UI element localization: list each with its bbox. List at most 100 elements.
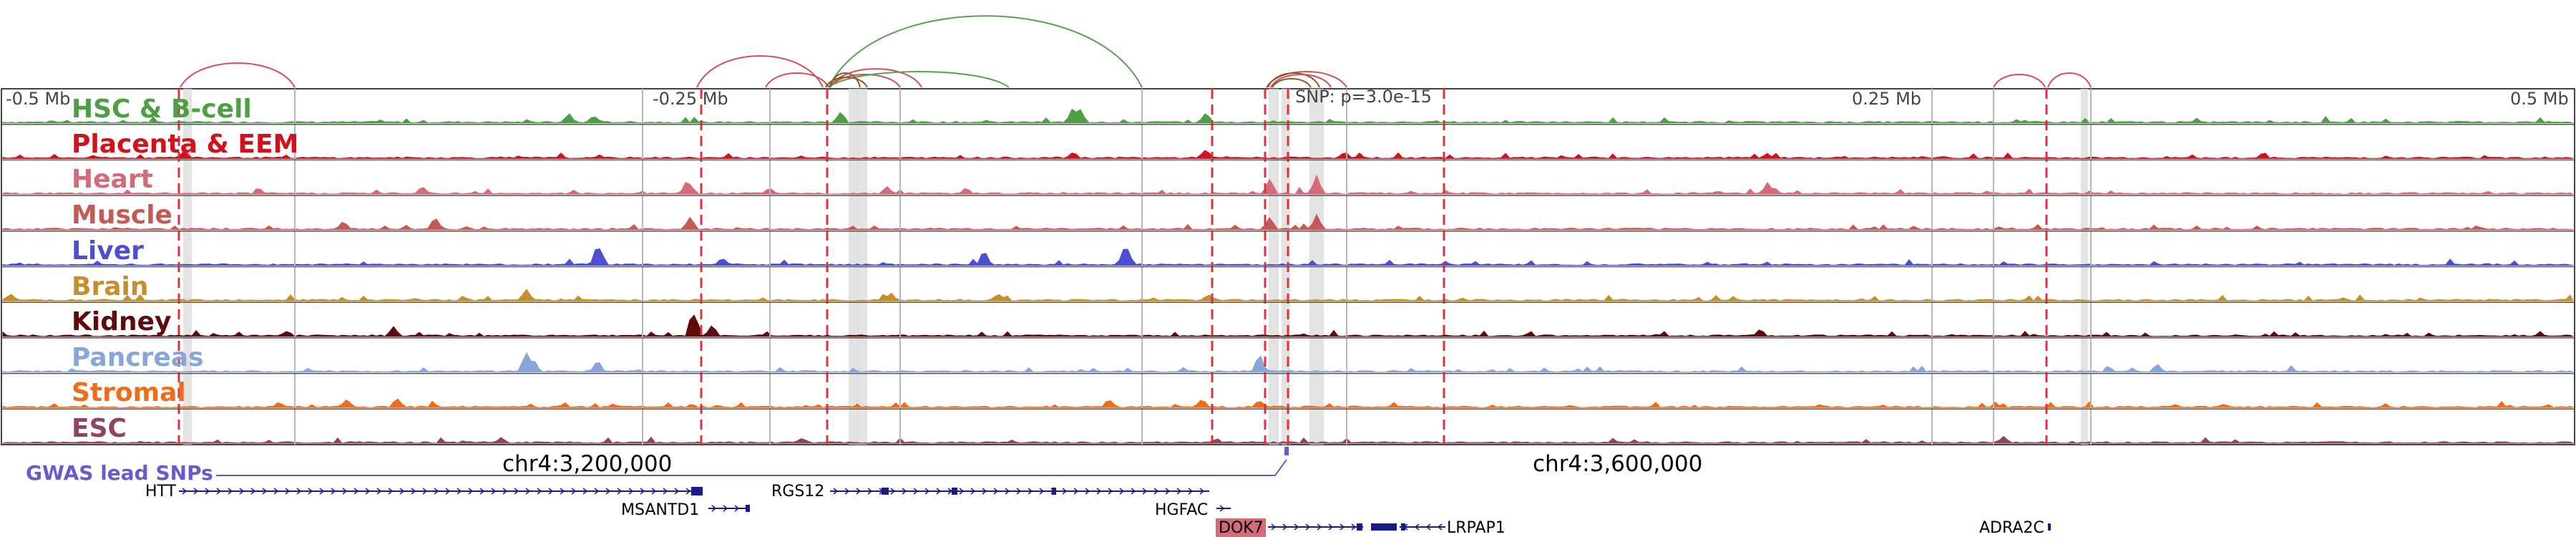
strand-arrow [936,488,942,495]
strand-arrow [571,488,577,495]
gwas-track: GWAS lead SNPs [26,447,1289,485]
strand-arrow [582,488,588,495]
track-labels: HSC & B-cell Placenta & EEM Heart Muscle… [72,95,298,443]
gwas-lead-snps-label: GWAS lead SNPs [26,461,213,485]
strand-arrow [1340,523,1345,531]
strand-arrow [537,488,542,495]
strand-arrow [617,488,623,495]
strand-arrow [1108,488,1113,495]
strand-arrow [913,488,919,495]
strand-arrow [205,488,210,495]
strand-arrow [548,488,554,495]
interaction-arc [825,77,868,88]
strand-arrow [594,488,600,495]
track-panel [1,88,2575,445]
strand-arrow [422,488,428,495]
gene-exon [746,505,750,512]
gene-label-adra2c: ADRA2C [1979,519,2044,537]
gene-label-hgfac: HGFAC [1155,501,1208,519]
strand-arrow [833,488,839,495]
track-label-esc: ESC [72,414,127,443]
strand-arrow [924,488,930,495]
strand-arrow [844,488,850,495]
strand-arrow [388,488,394,495]
strand-arrow [1005,488,1010,495]
strand-arrow [1165,488,1171,495]
strand-arrow [560,488,565,495]
strand-arrow [711,505,717,512]
interaction-arc [1993,74,2046,88]
coordinate-label: chr4:3,600,000 [1533,451,1702,477]
track-label-kidney: Kidney [72,307,172,337]
strand-arrow [502,488,508,495]
strand-arrow [193,488,199,495]
strand-arrow [640,488,645,495]
strand-arrow [1085,488,1091,495]
strand-arrow [399,488,405,495]
strand-arrow [651,488,657,495]
gene-exon [952,488,957,495]
strand-arrow [479,488,485,495]
strand-arrow [1016,488,1022,495]
strand-arrow [1328,523,1334,531]
track-label-liver: Liver [72,236,144,266]
gwas-connector-line [216,459,1287,476]
strand-arrow [365,488,371,495]
strand-arrow [1188,488,1194,495]
ruler-tick-label: 0.5 Mb [2510,89,2569,109]
strand-arrow [902,488,907,495]
strand-arrow [468,488,474,495]
strand-arrow [686,488,691,495]
strand-arrow [1271,523,1277,531]
strand-arrow [182,488,187,495]
strand-arrow [308,488,313,495]
signal-3 [2,213,2574,231]
strand-arrow [867,488,873,495]
strand-arrow [723,505,728,512]
gene-exon [691,487,703,495]
track-label-muscle: Muscle [72,200,172,230]
track-label-pancreas: Pancreas [72,343,204,372]
interaction-arc [2047,72,2092,88]
gene-exon [882,488,889,495]
strand-arrow [273,488,279,495]
strand-arrow [1096,488,1102,495]
ruler-tick-label: 0.25 Mb [1852,89,1921,109]
strand-arrow [1039,488,1045,495]
track-label-stromal: Stromal [72,378,186,407]
interaction-arc [828,15,1143,88]
signal-7 [2,352,2574,373]
strand-arrow [1028,488,1033,495]
interaction-arc [828,71,1010,88]
strand-arrow [1305,523,1311,531]
strand-arrow [1294,523,1299,531]
strand-arrow [491,488,497,495]
strand-arrow [1142,488,1148,495]
gene-label-lrpap1: LRPAP1 [1447,519,1506,537]
ruler-tick-label: -0.25 Mb [653,89,728,109]
gene-label-htt: HTT [145,483,177,500]
strand-arrow [285,488,291,495]
gene-annotation-track: HTT MSANTD1 RGS12 HGFAC DOK7 LRPAP1 ADRA… [145,483,2051,537]
snp-pvalue-label: SNP: p=3.0e-15 [1295,87,1432,107]
interaction-arcs [180,15,2092,88]
interaction-arc [765,72,829,88]
strand-arrow [1425,523,1431,531]
strand-arrow [970,488,976,495]
strand-arrow [296,488,302,495]
strand-arrow [445,488,451,495]
strand-arrow [993,488,999,495]
gwas-snp-marker [1284,447,1289,455]
track-label-brain: Brain [72,272,148,301]
strand-arrow [434,488,439,495]
interaction-arc [180,62,296,88]
interaction-arc [1270,74,1332,88]
track-label-placenta-eem: Placenta & EEM [72,130,298,159]
strand-arrow [1219,505,1225,512]
interaction-arc [829,72,861,88]
strand-arrow [1153,488,1159,495]
strand-arrow [250,488,256,495]
coordinate-label: chr4:3,200,000 [502,451,672,477]
strand-arrow [1176,488,1182,495]
track-label-hsc-b-cell: HSC & B-cell [72,95,252,124]
